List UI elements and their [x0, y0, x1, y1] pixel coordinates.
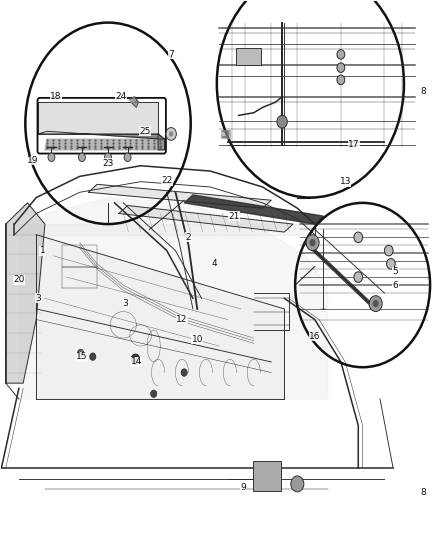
Text: 22: 22: [161, 176, 173, 185]
FancyBboxPatch shape: [253, 461, 281, 491]
Circle shape: [166, 127, 177, 140]
Text: 19: 19: [27, 156, 39, 165]
Text: 25: 25: [139, 127, 151, 136]
Polygon shape: [6, 203, 45, 383]
Text: 6: 6: [392, 280, 398, 289]
Circle shape: [131, 354, 140, 365]
Text: 21: 21: [229, 212, 240, 221]
FancyBboxPatch shape: [236, 48, 261, 65]
Text: 1: 1: [40, 246, 46, 255]
Polygon shape: [39, 102, 158, 134]
Text: 3: 3: [123, 299, 128, 308]
Circle shape: [151, 390, 157, 398]
Circle shape: [385, 245, 393, 256]
Text: 13: 13: [339, 177, 351, 186]
Circle shape: [337, 63, 345, 72]
Text: 3: 3: [35, 294, 41, 303]
Circle shape: [124, 153, 131, 161]
Polygon shape: [130, 97, 138, 108]
Polygon shape: [88, 184, 271, 208]
Polygon shape: [36, 235, 284, 399]
Circle shape: [277, 115, 287, 128]
Text: 7: 7: [168, 50, 174, 59]
Text: 2: 2: [186, 233, 191, 242]
Circle shape: [354, 232, 363, 243]
Circle shape: [78, 349, 84, 357]
Circle shape: [369, 296, 382, 312]
Text: 18: 18: [50, 92, 62, 101]
Text: 15: 15: [76, 352, 88, 361]
Circle shape: [90, 353, 96, 360]
Polygon shape: [158, 134, 165, 150]
Circle shape: [291, 476, 304, 492]
Circle shape: [169, 131, 173, 136]
Circle shape: [337, 50, 345, 59]
Circle shape: [181, 369, 187, 376]
Circle shape: [373, 300, 379, 308]
Text: 9: 9: [240, 483, 246, 492]
Circle shape: [306, 235, 319, 251]
Polygon shape: [14, 224, 315, 235]
Circle shape: [105, 153, 112, 161]
Text: 16: 16: [309, 332, 321, 341]
Circle shape: [354, 272, 363, 282]
Text: 5: 5: [392, 268, 398, 276]
Text: 23: 23: [102, 159, 114, 167]
Polygon shape: [221, 130, 230, 138]
Circle shape: [337, 75, 345, 85]
Text: 14: 14: [131, 358, 142, 367]
Polygon shape: [119, 206, 293, 232]
Text: 4: 4: [212, 260, 217, 268]
Text: 8: 8: [420, 488, 427, 497]
Polygon shape: [19, 198, 328, 399]
Circle shape: [78, 153, 85, 161]
Circle shape: [310, 239, 316, 246]
Circle shape: [48, 153, 55, 161]
Polygon shape: [184, 195, 323, 224]
Text: 10: 10: [191, 335, 203, 344]
Text: 24: 24: [116, 92, 127, 101]
Circle shape: [387, 259, 395, 269]
Text: 17: 17: [348, 140, 360, 149]
Text: 8: 8: [420, 87, 427, 96]
Text: 12: 12: [177, 315, 188, 324]
Polygon shape: [45, 139, 165, 150]
Polygon shape: [39, 131, 165, 139]
Text: 20: 20: [13, 275, 25, 284]
